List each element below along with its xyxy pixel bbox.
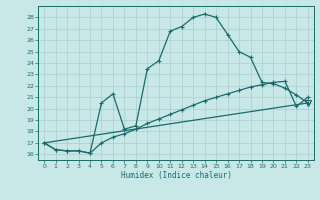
X-axis label: Humidex (Indice chaleur): Humidex (Indice chaleur) — [121, 171, 231, 180]
